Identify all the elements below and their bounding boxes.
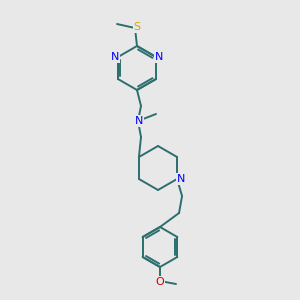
Text: O: O bbox=[156, 277, 164, 287]
Text: N: N bbox=[135, 116, 143, 126]
Text: S: S bbox=[134, 22, 141, 32]
Text: N: N bbox=[111, 52, 119, 62]
Text: N: N bbox=[155, 52, 163, 62]
Text: N: N bbox=[177, 174, 185, 184]
